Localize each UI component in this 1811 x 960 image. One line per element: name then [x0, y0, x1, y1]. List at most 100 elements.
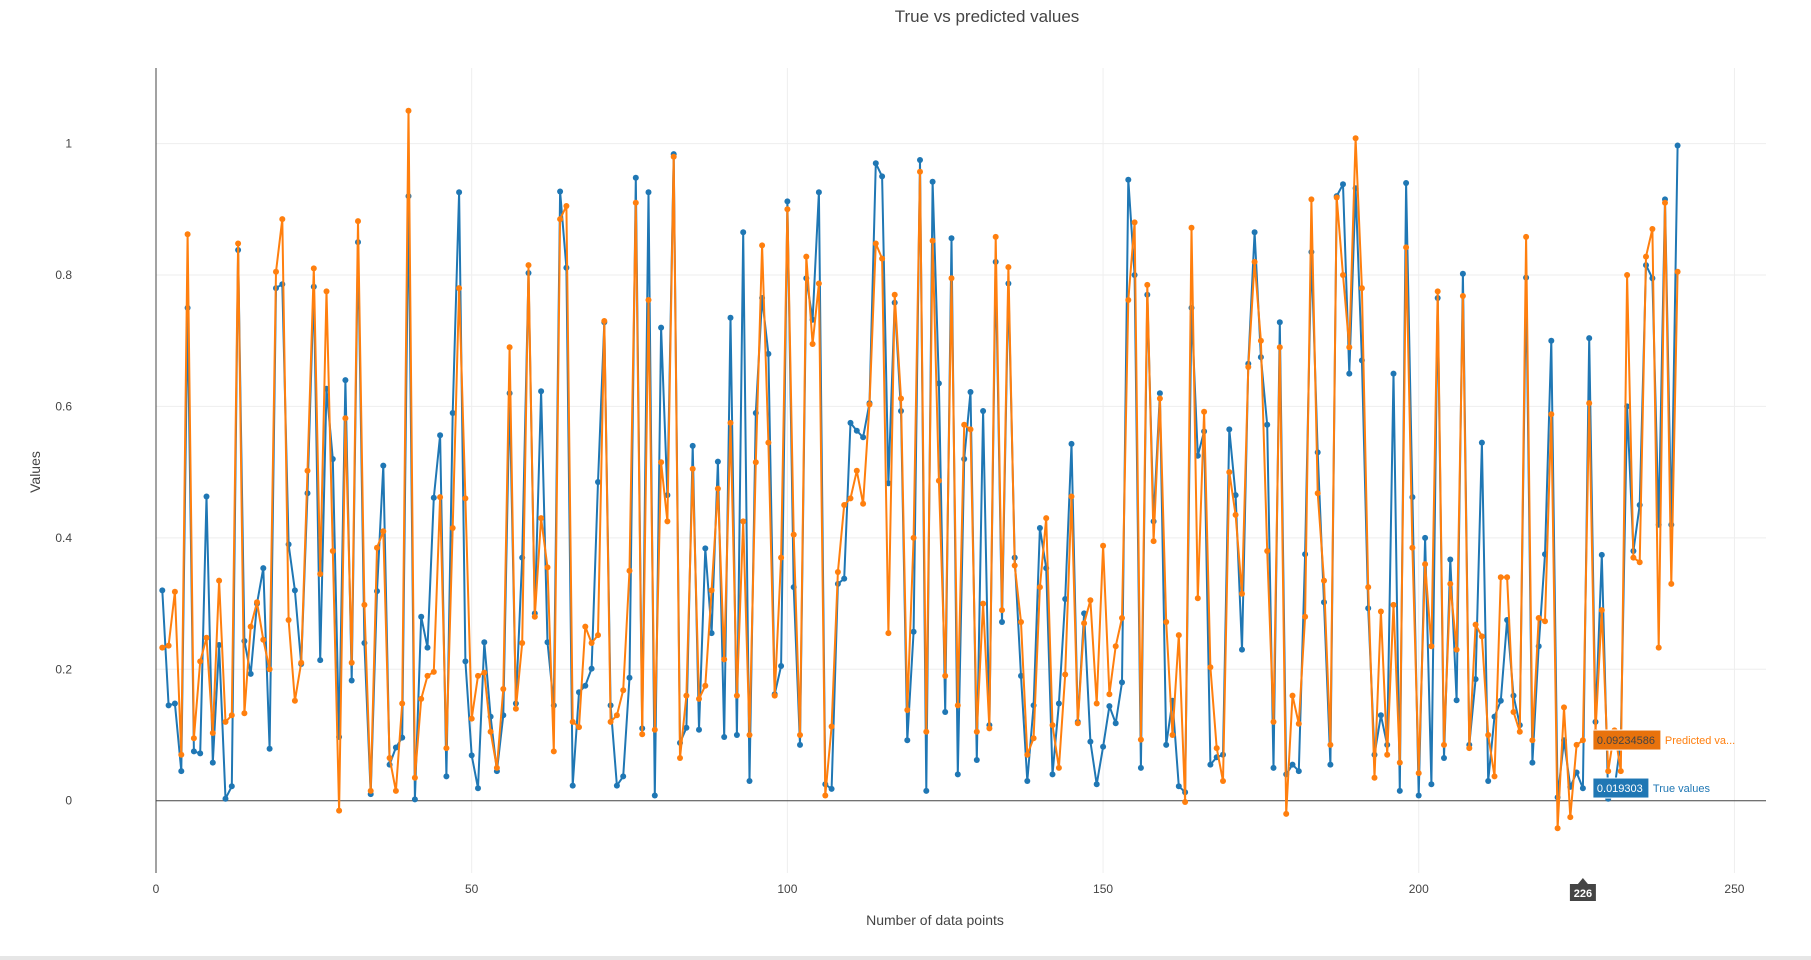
- data-point: [1434, 288, 1441, 295]
- data-point: [336, 807, 343, 814]
- data-point: [1276, 344, 1283, 351]
- data-point: [576, 724, 582, 731]
- data-point: [891, 291, 898, 298]
- data-point: [1327, 761, 1334, 768]
- data-point: [588, 640, 595, 646]
- data-point: [184, 231, 191, 238]
- data-point: [209, 730, 216, 736]
- data-point: [1289, 761, 1296, 768]
- data-point: [942, 709, 949, 715]
- data-point: [1055, 764, 1062, 771]
- data-point: [1542, 618, 1548, 625]
- data-point: [1365, 584, 1372, 591]
- data-point: [1447, 580, 1454, 587]
- data-point: [1636, 559, 1643, 566]
- hover-x-value: 226: [1574, 888, 1592, 900]
- data-point: [797, 741, 803, 748]
- data-point: [658, 324, 665, 331]
- data-point: [910, 628, 917, 635]
- data-point: [582, 623, 589, 630]
- data-point: [1011, 562, 1018, 569]
- data-point: [759, 242, 766, 249]
- data-point: [1548, 411, 1555, 418]
- hover-true-name: True values: [1653, 783, 1711, 795]
- data-point: [1346, 344, 1353, 351]
- data-point: [197, 658, 204, 665]
- data-point: [639, 731, 646, 738]
- data-point: [1251, 258, 1258, 265]
- data-point: [1472, 676, 1479, 683]
- data-point: [714, 485, 721, 492]
- data-point: [424, 644, 431, 651]
- data-point: [487, 728, 494, 735]
- data-point: [1245, 364, 1252, 370]
- bottom-border: [0, 956, 1811, 960]
- hover-predicted-name: Predicted va...: [1665, 735, 1735, 747]
- data-point: [1497, 574, 1504, 581]
- data-point: [999, 619, 1005, 625]
- data-point: [917, 157, 923, 163]
- data-point: [860, 500, 867, 507]
- data-point: [411, 774, 418, 781]
- data-point: [538, 388, 545, 395]
- data-point: [595, 632, 601, 639]
- data-point: [380, 462, 387, 469]
- data-point: [620, 773, 627, 780]
- y-tick-label: 0.6: [55, 399, 72, 413]
- data-point: [582, 682, 589, 689]
- data-point: [935, 477, 942, 484]
- data-point: [241, 710, 248, 717]
- data-point: [430, 668, 437, 675]
- data-point: [506, 344, 513, 351]
- data-point: [1579, 737, 1586, 744]
- data-point: [216, 642, 223, 648]
- hover-predicted-value: 0.09234586: [1597, 735, 1655, 747]
- data-point: [222, 795, 229, 802]
- hover-x-label: 226: [1569, 878, 1596, 901]
- data-point: [190, 748, 197, 755]
- data-point: [860, 434, 867, 441]
- x-tick-labels: 0 50 100 150 200 250: [153, 882, 1745, 896]
- y-tick-labels: 0 0.2 0.4 0.6 0.8 1: [55, 137, 72, 808]
- data-point: [550, 748, 557, 755]
- data-point: [632, 174, 639, 181]
- data-point: [1207, 761, 1214, 768]
- data-point: [260, 636, 267, 643]
- data-point: [355, 218, 361, 225]
- y-tick-label: 0: [65, 794, 72, 808]
- y-tick-label: 0.4: [55, 531, 72, 545]
- data-point: [847, 495, 854, 502]
- data-point: [1087, 597, 1094, 604]
- data-point: [1598, 551, 1605, 558]
- data-point: [348, 659, 355, 666]
- data-point: [1390, 601, 1397, 608]
- data-point: [1144, 281, 1151, 288]
- data-point: [1459, 293, 1466, 299]
- data-point: [1257, 337, 1264, 344]
- data-point: [1112, 643, 1119, 650]
- data-point: [986, 725, 993, 732]
- data-point: [171, 588, 178, 595]
- data-point: [228, 712, 235, 719]
- data-point: [1377, 608, 1384, 615]
- data-point: [714, 458, 721, 465]
- data-point: [235, 240, 242, 247]
- data-point: [519, 640, 526, 646]
- hover-true-label: 0.019303 True values: [1592, 777, 1711, 799]
- data-point: [651, 726, 658, 733]
- data-point: [948, 235, 955, 242]
- data-point: [159, 644, 166, 651]
- data-point: [493, 764, 500, 771]
- data-point: [658, 459, 665, 466]
- data-point: [872, 240, 879, 247]
- data-point: [1106, 703, 1113, 710]
- data-point: [923, 728, 930, 735]
- data-point: [222, 718, 229, 725]
- data-point: [942, 672, 949, 679]
- data-point: [266, 745, 273, 752]
- data-point: [171, 700, 178, 707]
- data-point: [531, 613, 538, 620]
- data-point: [247, 623, 254, 630]
- data-point: [1605, 768, 1612, 775]
